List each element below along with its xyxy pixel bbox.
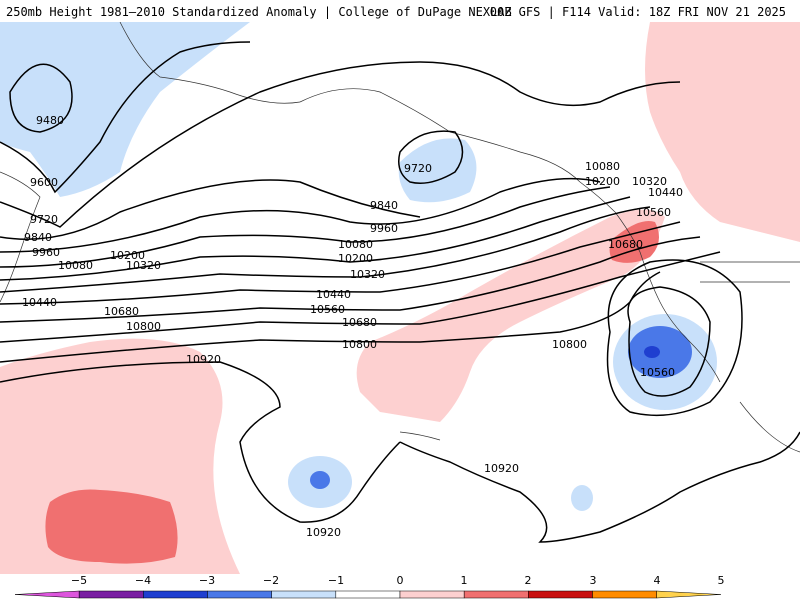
contour-label: 10680 xyxy=(342,316,377,329)
negative-anomaly-area xyxy=(310,471,330,489)
contour-label: 10320 xyxy=(126,259,161,272)
colorbar-tick: −5 xyxy=(70,574,88,587)
contour-label: 10920 xyxy=(484,462,519,475)
contour-label: 9960 xyxy=(370,222,398,235)
colorbar-tick: −1 xyxy=(327,574,345,587)
positive-anomaly-area xyxy=(356,209,665,422)
contour-label: 10920 xyxy=(306,526,341,539)
colorbar-segment xyxy=(143,590,208,599)
colorbar-segment xyxy=(463,590,529,599)
contour-label: 10680 xyxy=(104,305,139,318)
map-title: 250mb Height 1981–2010 Standardized Anom… xyxy=(6,5,512,19)
contour-labels: 9480 9600 9720 9720 9840 9840 9960 9960 … xyxy=(22,114,683,539)
model-valid-time: 00Z GFS | F114 Valid: 18Z FRI NOV 21 202… xyxy=(489,5,786,19)
contour-label: 9840 xyxy=(24,231,52,244)
contour-label: 10920 xyxy=(186,353,221,366)
contour-label: 10200 xyxy=(110,249,145,262)
negative-anomaly-area xyxy=(571,485,593,511)
colorbar-segment xyxy=(207,590,272,599)
contour-label: 10800 xyxy=(126,320,161,333)
colorbar-tick: −3 xyxy=(198,574,216,587)
contour-label: 9960 xyxy=(32,246,60,259)
colorbar-tick: 2 xyxy=(524,574,532,587)
contour-label: 10080 xyxy=(338,238,373,251)
colorbar-tick: 1 xyxy=(460,574,468,587)
contour-label: 9840 xyxy=(370,199,398,212)
colorbar-segment xyxy=(78,590,144,599)
coastlines xyxy=(0,22,800,453)
contour-label: 10560 xyxy=(310,303,345,316)
positive-anomaly-area xyxy=(45,489,178,564)
colorbar-segment xyxy=(592,590,657,599)
colorbar-segment xyxy=(656,590,721,599)
anomaly-colorbar: −5 −4 −3 −2 −1 0 1 2 3 4 5 xyxy=(0,574,800,600)
colorbar-tick: 0 xyxy=(396,574,404,587)
contour-label: 10440 xyxy=(316,288,351,301)
contour-label: 10440 xyxy=(648,186,683,199)
colorbar-segment xyxy=(399,590,465,599)
colorbar-tick: 3 xyxy=(589,574,597,587)
contour-label: 10200 xyxy=(585,175,620,188)
colorbar-graphic xyxy=(14,590,721,599)
colorbar-tick: 5 xyxy=(717,574,725,587)
height-contours xyxy=(0,41,800,543)
colorbar-segment xyxy=(335,590,401,599)
contour-label: 10800 xyxy=(552,338,587,351)
contour-label: 10560 xyxy=(640,366,675,379)
map-panel: 9480 9600 9720 9720 9840 9840 9960 9960 … xyxy=(0,22,800,574)
colorbar-tick: −2 xyxy=(262,574,280,587)
contour-label: 10800 xyxy=(342,338,377,351)
contour-label: 10320 xyxy=(632,175,667,188)
negative-anomaly-area xyxy=(0,22,250,197)
colorbar-segment xyxy=(14,590,80,599)
negative-anomaly-area xyxy=(644,346,660,358)
contour-label: 10440 xyxy=(22,296,57,309)
contour-label: 10320 xyxy=(350,268,385,281)
contour-label: 9600 xyxy=(30,176,58,189)
colorbar-tick: 4 xyxy=(653,574,661,587)
contour-label: 10200 xyxy=(338,252,373,265)
contour-label: 10680 xyxy=(608,238,643,251)
map-header: 250mb Height 1981–2010 Standardized Anom… xyxy=(0,0,800,22)
contour-label: 10080 xyxy=(58,259,93,272)
anomaly-shading xyxy=(0,22,800,574)
colorbar-tick: −4 xyxy=(134,574,152,587)
colorbar-segment xyxy=(528,590,593,599)
contour-label: 10080 xyxy=(585,160,620,173)
contour-label: 10560 xyxy=(636,206,671,219)
height-anomaly-map: 9480 9600 9720 9720 9840 9840 9960 9960 … xyxy=(0,22,800,574)
contour-label: 9720 xyxy=(404,162,432,175)
negative-anomaly-area xyxy=(398,138,477,203)
contour-label: 9720 xyxy=(30,213,58,226)
positive-anomaly-area xyxy=(645,22,800,242)
colorbar-segment xyxy=(271,590,337,599)
contour-label: 9480 xyxy=(36,114,64,127)
